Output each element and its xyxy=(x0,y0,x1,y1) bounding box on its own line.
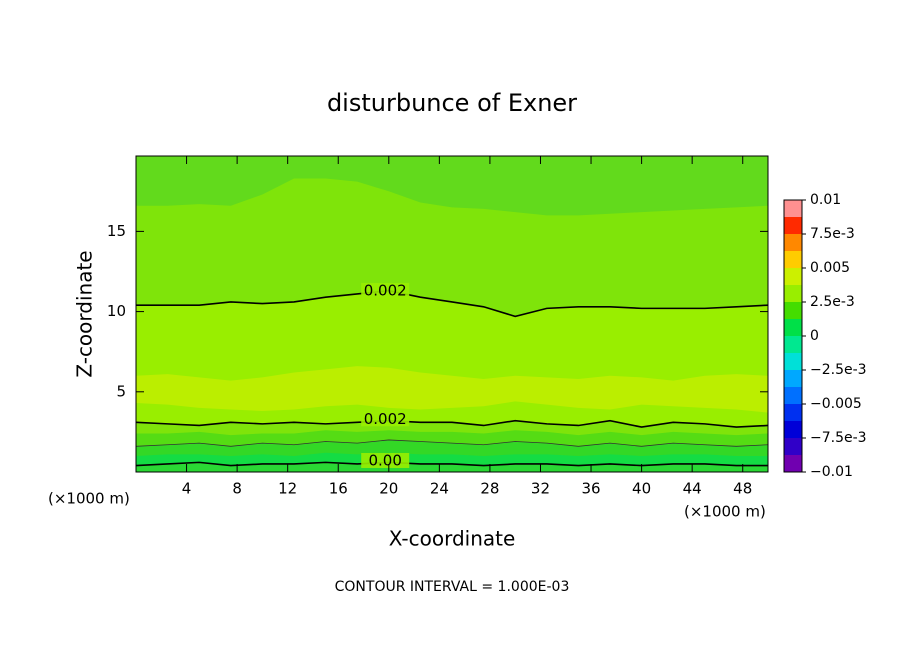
colorbar-bin xyxy=(784,370,802,387)
colorbar-tick-label: 0 xyxy=(810,328,819,344)
x-unit-label: (×1000 m) xyxy=(684,503,766,521)
x-tick-label: 16 xyxy=(329,480,348,498)
x-tick-label: 4 xyxy=(182,480,192,498)
contour-line xyxy=(135,439,769,447)
colorbar-bin xyxy=(784,353,802,370)
colorbar-tick-label: −7.5e-3 xyxy=(810,430,867,446)
contour-line xyxy=(135,461,768,467)
x-tick-label: 28 xyxy=(480,480,499,498)
x-tick-label: 48 xyxy=(733,480,752,498)
contour-line xyxy=(136,289,769,318)
y-unit-label: (×1000 m) xyxy=(48,490,130,508)
colorbar-bin xyxy=(784,336,802,353)
colorbar-tick-label: −2.5e-3 xyxy=(810,362,867,378)
fill-region xyxy=(136,462,768,472)
x-axis-label: X-coordinate xyxy=(389,527,516,551)
colorbar-bin xyxy=(784,234,802,251)
colorbar-tick-label: 7.5e-3 xyxy=(810,226,855,242)
colorbar-tick-label: −0.01 xyxy=(810,464,853,480)
colorbar-bin xyxy=(784,302,802,319)
y-tick-label: 10 xyxy=(107,302,126,320)
colorbar-bin xyxy=(784,285,802,302)
footer-note: CONTOUR INTERVAL = 1.000E-03 xyxy=(335,579,570,595)
x-tick-label: 44 xyxy=(683,480,702,498)
colorbar-tick-label: 0.01 xyxy=(810,192,841,208)
contour-label-bg xyxy=(361,452,410,468)
colorbar-bin xyxy=(784,251,802,268)
x-tick-label: 32 xyxy=(531,480,550,498)
contour-label: 0.002 xyxy=(364,281,407,299)
x-tick-label: 24 xyxy=(430,480,449,498)
colorbar-bin xyxy=(784,404,802,421)
x-tick-label: 40 xyxy=(632,480,651,498)
x-tick-label: 8 xyxy=(232,480,242,498)
colorbar-bin xyxy=(784,200,802,217)
colorbar-tick-label: 0.005 xyxy=(810,260,850,276)
colorbar-bin xyxy=(784,319,802,336)
contour-label-bg xyxy=(361,411,410,427)
plot-frame xyxy=(135,155,769,473)
chart-title: disturbunce of Exner xyxy=(327,89,577,117)
colorbar-tick-label: 2.5e-3 xyxy=(810,294,855,310)
contour-label-bg xyxy=(361,282,410,298)
colorbar-bin xyxy=(784,421,802,438)
colorbar-bin xyxy=(784,268,802,285)
y-tick-label: 15 xyxy=(107,222,126,240)
colorbar-bin xyxy=(784,438,802,455)
x-tick-label: 12 xyxy=(278,480,297,498)
colorbar-bin xyxy=(784,387,802,404)
contour-label: 0.00 xyxy=(368,451,401,469)
x-tick-label: 20 xyxy=(379,480,398,498)
colorbar-bin xyxy=(784,455,802,472)
y-tick-label: 5 xyxy=(116,382,126,400)
x-tick-label: 36 xyxy=(581,480,600,498)
contour-line xyxy=(135,419,769,428)
contour-label: 0.002 xyxy=(364,410,407,428)
colorbar-bin xyxy=(784,217,802,234)
colorbar-tick-label: −0.005 xyxy=(810,396,862,412)
y-axis-label: Z-coordinate xyxy=(73,250,97,377)
